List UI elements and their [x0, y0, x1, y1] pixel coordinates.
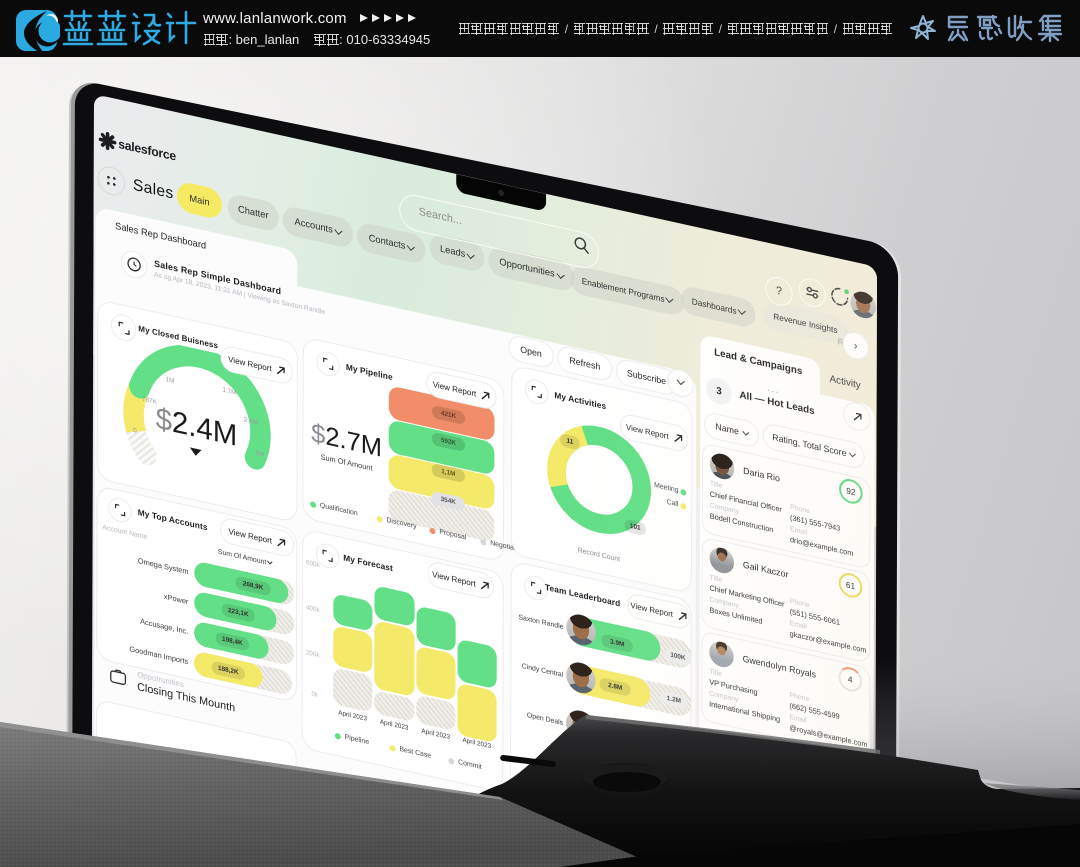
svg-text:1.7M: 1.7M: [222, 387, 236, 397]
svg-text:2.4M: 2.4M: [244, 416, 258, 426]
svg-text:0: 0: [133, 427, 137, 435]
svg-text:$2.4M: $2.4M: [156, 402, 238, 453]
svg-text:1M: 1M: [166, 376, 175, 385]
svg-text:787K: 787K: [142, 396, 158, 406]
svg-text:5M: 5M: [255, 450, 264, 459]
